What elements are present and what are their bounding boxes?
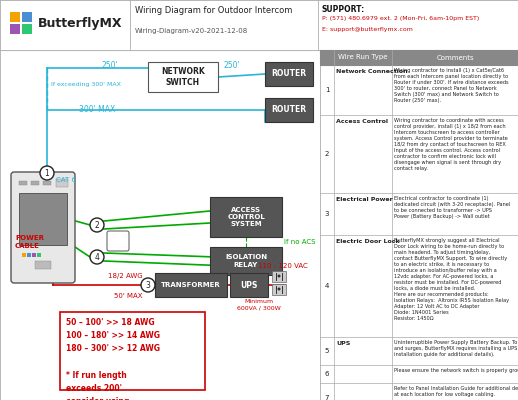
Text: Wire Run Type: Wire Run Type	[338, 54, 388, 60]
Bar	[210, 247, 282, 275]
Text: Refer to Panel Installation Guide for additional details. Leave 6' service loop
: Refer to Panel Installation Guide for ad…	[394, 386, 518, 397]
Bar	[210, 197, 282, 237]
Text: 18/2 AWG: 18/2 AWG	[108, 273, 142, 279]
Bar	[10, 12, 20, 22]
Text: Please ensure the network switch is properly grounded.: Please ensure the network switch is prop…	[394, 368, 518, 373]
Text: P: (571) 480.6979 ext. 2 (Mon-Fri, 6am-10pm EST): P: (571) 480.6979 ext. 2 (Mon-Fri, 6am-1…	[322, 16, 479, 21]
Bar	[130, 0, 318, 50]
Text: UPS: UPS	[240, 280, 257, 290]
Bar	[272, 271, 286, 282]
Bar	[0, 50, 320, 400]
Bar	[37, 253, 41, 257]
Bar	[22, 253, 26, 257]
Circle shape	[40, 166, 54, 180]
Text: 50 – 100' >> 18 AWG
100 – 180' >> 14 AWG
180 – 300' >> 12 AWG

* If run length
e: 50 – 100' >> 18 AWG 100 – 180' >> 14 AWG…	[66, 318, 160, 400]
Bar	[22, 12, 32, 22]
FancyBboxPatch shape	[107, 231, 129, 251]
Text: 1: 1	[325, 87, 329, 93]
Text: 4: 4	[325, 283, 329, 289]
Bar	[148, 62, 218, 92]
Text: 4: 4	[95, 252, 99, 262]
Text: Comments: Comments	[436, 54, 474, 60]
Text: CAT 6: CAT 6	[56, 177, 76, 183]
Text: Electric Door Lock: Electric Door Lock	[336, 239, 399, 244]
Text: Access Control: Access Control	[336, 119, 388, 124]
Text: Network Connection: Network Connection	[336, 69, 408, 74]
Text: 1: 1	[45, 168, 49, 178]
Bar	[0, 0, 518, 50]
Bar	[320, 50, 518, 400]
Text: 250': 250'	[102, 61, 118, 70]
Bar	[320, 50, 518, 65]
Bar	[35, 261, 51, 269]
Text: If exceeding 300' MAX: If exceeding 300' MAX	[51, 82, 121, 87]
Bar	[43, 181, 51, 185]
Text: 2: 2	[325, 151, 329, 157]
Bar	[60, 312, 205, 390]
Text: ROUTER: ROUTER	[271, 106, 307, 114]
Text: 3: 3	[325, 211, 329, 217]
Bar	[31, 181, 39, 185]
Text: Electrical Power: Electrical Power	[336, 197, 393, 202]
Circle shape	[90, 218, 104, 232]
Bar	[265, 62, 313, 86]
Bar	[318, 0, 518, 50]
Text: 7: 7	[325, 395, 329, 400]
Text: Wiring contractor to coordinate with access
control provider, install (1) x 18/2: Wiring contractor to coordinate with acc…	[394, 118, 508, 171]
Bar	[155, 273, 227, 297]
Text: ButterflyMX: ButterflyMX	[38, 18, 122, 30]
Text: 2: 2	[95, 220, 99, 230]
Text: If no ACS: If no ACS	[284, 239, 315, 245]
Bar	[265, 98, 313, 122]
Text: Minimum
600VA / 300W: Minimum 600VA / 300W	[237, 299, 281, 310]
Bar	[22, 24, 32, 34]
Bar	[19, 193, 67, 245]
Bar	[32, 253, 36, 257]
FancyBboxPatch shape	[11, 172, 75, 283]
Text: Wiring contractor to install (1) x Cat5e/Cat6
from each Intercom panel location : Wiring contractor to install (1) x Cat5e…	[394, 68, 509, 103]
Text: UPS: UPS	[336, 341, 350, 346]
Circle shape	[90, 250, 104, 264]
Circle shape	[278, 274, 281, 278]
Text: 3: 3	[146, 280, 150, 290]
Text: E: support@butterflymx.com: E: support@butterflymx.com	[322, 27, 413, 32]
Text: Uninterruptible Power Supply Battery Backup. To prevent voltage drops
and surges: Uninterruptible Power Supply Battery Bac…	[394, 340, 518, 357]
Text: ButterflyMX strongly suggest all Electrical
Door Lock wiring to be home-run dire: ButterflyMX strongly suggest all Electri…	[394, 238, 509, 321]
Text: ROUTER: ROUTER	[271, 70, 307, 78]
Text: 250': 250'	[224, 61, 240, 70]
Bar	[272, 284, 286, 295]
Text: TRANSFORMER: TRANSFORMER	[161, 282, 221, 288]
Bar	[230, 273, 268, 297]
Circle shape	[278, 288, 281, 290]
Text: Wiring Diagram for Outdoor Intercom: Wiring Diagram for Outdoor Intercom	[135, 6, 292, 15]
Bar	[27, 253, 31, 257]
Text: Electrical contractor to coordinate (1)
dedicated circuit (with 3-20 receptacle): Electrical contractor to coordinate (1) …	[394, 196, 510, 219]
Text: NETWORK
SWITCH: NETWORK SWITCH	[161, 67, 205, 87]
Text: 50' MAX: 50' MAX	[114, 293, 142, 299]
Text: SUPPORT:: SUPPORT:	[322, 5, 365, 14]
Bar	[19, 181, 27, 185]
Bar	[10, 24, 20, 34]
Text: Wiring-Diagram-v20-2021-12-08: Wiring-Diagram-v20-2021-12-08	[135, 28, 248, 34]
Bar	[56, 179, 68, 187]
Text: ISOLATION
RELAY: ISOLATION RELAY	[225, 254, 267, 268]
Text: ACCESS
CONTROL
SYSTEM: ACCESS CONTROL SYSTEM	[227, 206, 265, 228]
Text: 6: 6	[325, 371, 329, 377]
Text: POWER
CABLE: POWER CABLE	[15, 235, 44, 249]
Text: 110 - 120 VAC: 110 - 120 VAC	[258, 263, 308, 269]
Text: 300' MAX: 300' MAX	[79, 105, 115, 114]
Circle shape	[141, 278, 155, 292]
Bar	[0, 0, 130, 50]
Text: 5: 5	[325, 348, 329, 354]
